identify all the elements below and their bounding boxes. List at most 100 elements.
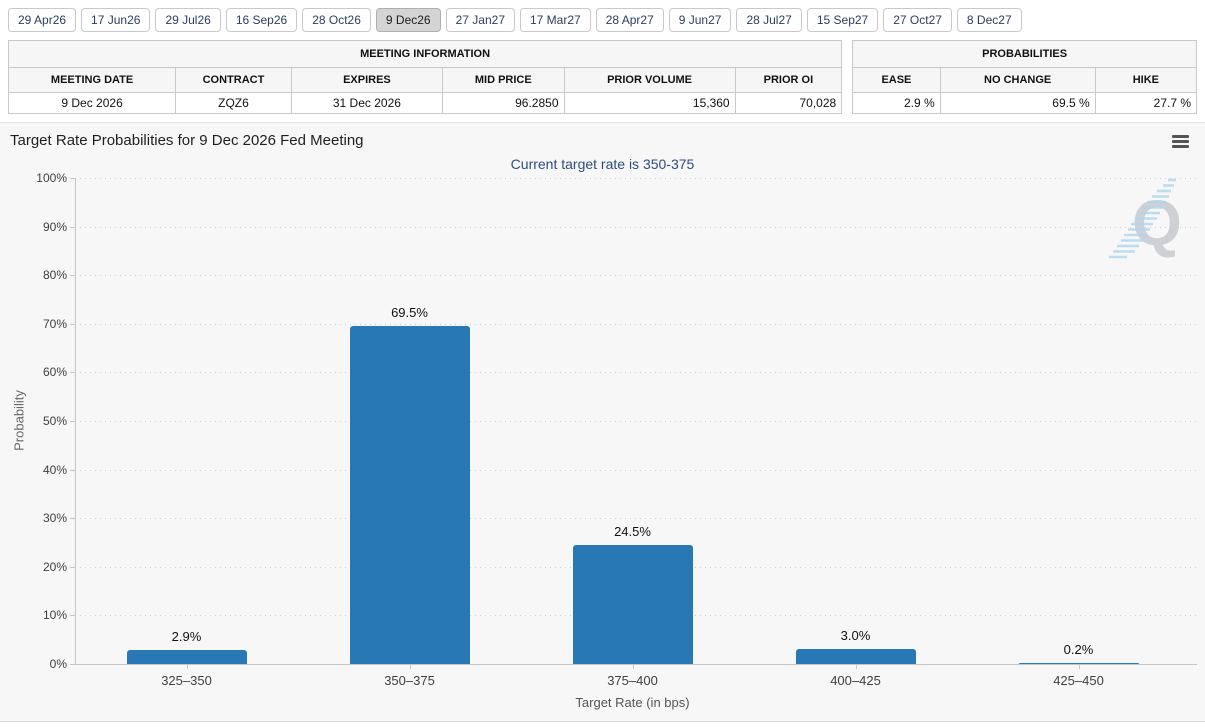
col-mid-price: MID PRICE [442, 67, 565, 93]
x-axis-tick [1078, 664, 1080, 669]
y-axis-tick [70, 566, 75, 568]
bar-value-label: 69.5% [391, 305, 428, 321]
contract-value: ZQZ6 [175, 92, 292, 114]
chart-subtitle: Current target rate is 350-375 [510, 156, 695, 172]
table-row: 9 Dec 2026 ZQZ6 31 Dec 2026 96.2850 15,3… [7, 92, 843, 114]
y-axis-tick [70, 615, 75, 617]
meeting-tab-28-oct26[interactable]: 28 Oct26 [302, 8, 371, 32]
table-row: 2.9 % 69.5 % 27.7 % [852, 92, 1198, 114]
y-axis-tick [70, 275, 75, 277]
y-gridline [75, 518, 1197, 520]
meeting-tab-29-apr26[interactable]: 29 Apr26 [8, 8, 77, 32]
meeting-tab-8-dec27[interactable]: 8 Dec27 [956, 8, 1022, 32]
x-axis-tick [186, 664, 188, 669]
x-axis-title: Target Rate (in bps) [575, 695, 690, 710]
x-category-label: 350–375 [384, 673, 435, 688]
y-axis-tick [70, 664, 75, 665]
target-rate-chart: Target Rate Probabilities for 9 Dec 2026… [0, 122, 1205, 722]
ease-value: 2.9 % [852, 92, 941, 114]
chart-title: Target Rate Probabilities for 9 Dec 2026… [10, 132, 364, 149]
quikstrike-q-watermark: Q [1109, 178, 1182, 259]
meeting-tab-9-dec26[interactable]: 9 Dec26 [375, 8, 441, 32]
hike-value: 27.7 % [1094, 92, 1198, 114]
prior-volume-value: 15,360 [563, 92, 736, 114]
prior-oi-value: 70,028 [734, 92, 843, 114]
bar-value-label: 3.0% [840, 628, 871, 644]
x-category-label: 375–400 [607, 673, 658, 688]
y-gridline [75, 275, 1197, 277]
y-axis-tick [70, 372, 75, 374]
x-axis-line [75, 664, 1197, 665]
col-no-change: NO CHANGE [939, 67, 1096, 93]
x-category-label: 400–425 [830, 673, 881, 688]
y-tick-label: 100% [36, 171, 67, 185]
col-expires: EXPIRES [290, 67, 444, 93]
probabilities-title: PROBABILITIES [852, 40, 1197, 68]
meeting-tabs: 29 Apr26 17 Jun26 29 Jul26 16 Sep26 28 Oct26… [0, 0, 1205, 38]
y-gridline [75, 469, 1197, 471]
y-tick-label: 20% [42, 559, 67, 574]
x-axis-tick [632, 664, 634, 669]
bar-value-label: 24.5% [614, 523, 651, 539]
no-change-value: 69.5 % [939, 92, 1096, 114]
summary-tables: MEETING INFORMATION MEETING DATE CONTRAC… [7, 40, 1198, 114]
y-axis-tick [70, 178, 75, 179]
bar-325–350[interactable] [126, 649, 247, 664]
meeting-tab-16-sep26[interactable]: 16 Sep26 [225, 8, 298, 32]
y-tick-label: 30% [42, 511, 67, 526]
col-prior-volume: PRIOR VOLUME [563, 67, 736, 93]
meeting-tab-17-jun26[interactable]: 17 Jun26 [81, 8, 151, 32]
meeting-tab-17-mar27[interactable]: 17 Mar27 [520, 8, 591, 32]
x-axis-tick [855, 664, 857, 669]
col-hike: HIKE [1094, 67, 1198, 93]
meeting-tab-29-jul26[interactable]: 29 Jul26 [155, 8, 221, 32]
y-axis-tick [70, 421, 75, 422]
x-category-label: 325–350 [161, 673, 212, 688]
meeting-tab-28-apr27[interactable]: 28 Apr27 [595, 8, 664, 32]
y-tick-label: 50% [42, 414, 67, 428]
menu-bar [1172, 140, 1189, 143]
y-tick-label: 40% [42, 462, 67, 477]
menu-bar [1172, 145, 1189, 148]
meeting-tab-27-oct27[interactable]: 27 Oct27 [883, 8, 952, 32]
bar-425–450[interactable] [1018, 662, 1139, 664]
bar-350–375[interactable] [349, 326, 470, 664]
meeting-tab-28-jul27[interactable]: 28 Jul27 [736, 8, 802, 32]
x-axis-tick [409, 664, 411, 669]
col-prior-oi: PRIOR OI [734, 67, 843, 93]
meeting-tab-9-jun27[interactable]: 9 Jun27 [668, 8, 732, 32]
y-gridline [75, 421, 1197, 422]
meeting-tab-15-sep27[interactable]: 15 Sep27 [806, 8, 879, 32]
mid-price-value: 96.2850 [442, 92, 565, 114]
meeting-information-title: MEETING INFORMATION [7, 40, 843, 68]
hamburger-menu-icon[interactable] [1172, 135, 1189, 150]
y-axis-tick [70, 518, 75, 520]
bar-value-label: 2.9% [171, 628, 202, 644]
y-tick-label: 80% [42, 268, 67, 283]
x-category-label: 425–450 [1053, 673, 1104, 688]
y-axis-line [75, 178, 76, 664]
col-ease: EASE [852, 67, 941, 93]
meeting-date-value: 9 Dec 2026 [7, 92, 177, 114]
meeting-tab-27-jan27[interactable]: 27 Jan27 [445, 8, 515, 32]
col-meeting-date: MEETING DATE [7, 67, 177, 93]
y-axis-tick [70, 226, 75, 228]
y-gridline [75, 372, 1197, 374]
col-contract: CONTRACT [175, 67, 292, 93]
y-gridline [75, 323, 1197, 325]
bar-400–425[interactable] [795, 649, 916, 664]
y-tick-label: 60% [42, 365, 67, 380]
y-axis-title: Probability [11, 390, 27, 451]
y-tick-label: 0% [49, 657, 67, 671]
bar-value-label: 0.2% [1063, 641, 1094, 657]
meeting-information-table: MEETING INFORMATION MEETING DATE CONTRAC… [7, 40, 843, 114]
probabilities-table: PROBABILITIES EASE NO CHANGE HIKE 2.9 % … [852, 40, 1198, 114]
y-tick-label: 90% [42, 219, 67, 234]
bar-375–400[interactable] [572, 544, 693, 664]
y-gridline [75, 226, 1197, 228]
y-tick-label: 10% [42, 608, 67, 623]
y-tick-label: 70% [42, 316, 67, 331]
menu-bar [1172, 135, 1189, 138]
y-axis-tick [70, 469, 75, 471]
expires-value: 31 Dec 2026 [290, 92, 444, 114]
